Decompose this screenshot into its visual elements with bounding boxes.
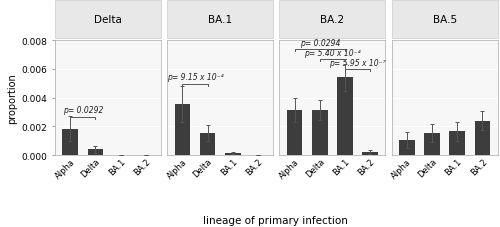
Bar: [312, 110, 328, 155]
Text: p= 5.40 x 10⁻⁴: p= 5.40 x 10⁻⁴: [304, 48, 360, 57]
Text: BA.2: BA.2: [320, 15, 344, 25]
Bar: [225, 153, 240, 155]
Text: lineage of primary infection: lineage of primary infection: [202, 215, 348, 225]
Bar: [200, 133, 216, 155]
Y-axis label: proportion: proportion: [8, 73, 18, 123]
Text: BA.5: BA.5: [432, 15, 456, 25]
Bar: [474, 121, 490, 155]
Bar: [399, 141, 414, 155]
Bar: [337, 78, 353, 155]
Bar: [286, 110, 302, 155]
Text: p= 0.0294: p= 0.0294: [300, 38, 340, 47]
Text: p= 5.95 x 10⁻⁷: p= 5.95 x 10⁻⁷: [329, 58, 386, 67]
Bar: [88, 150, 103, 155]
Bar: [174, 105, 190, 155]
Bar: [62, 129, 78, 155]
Bar: [424, 133, 440, 155]
Text: p= 0.0292: p= 0.0292: [62, 106, 103, 115]
Text: Delta: Delta: [94, 15, 122, 25]
Text: p= 9.15 x 10⁻⁴: p= 9.15 x 10⁻⁴: [166, 73, 224, 82]
Bar: [362, 153, 378, 155]
Bar: [450, 132, 465, 155]
Text: BA.1: BA.1: [208, 15, 232, 25]
